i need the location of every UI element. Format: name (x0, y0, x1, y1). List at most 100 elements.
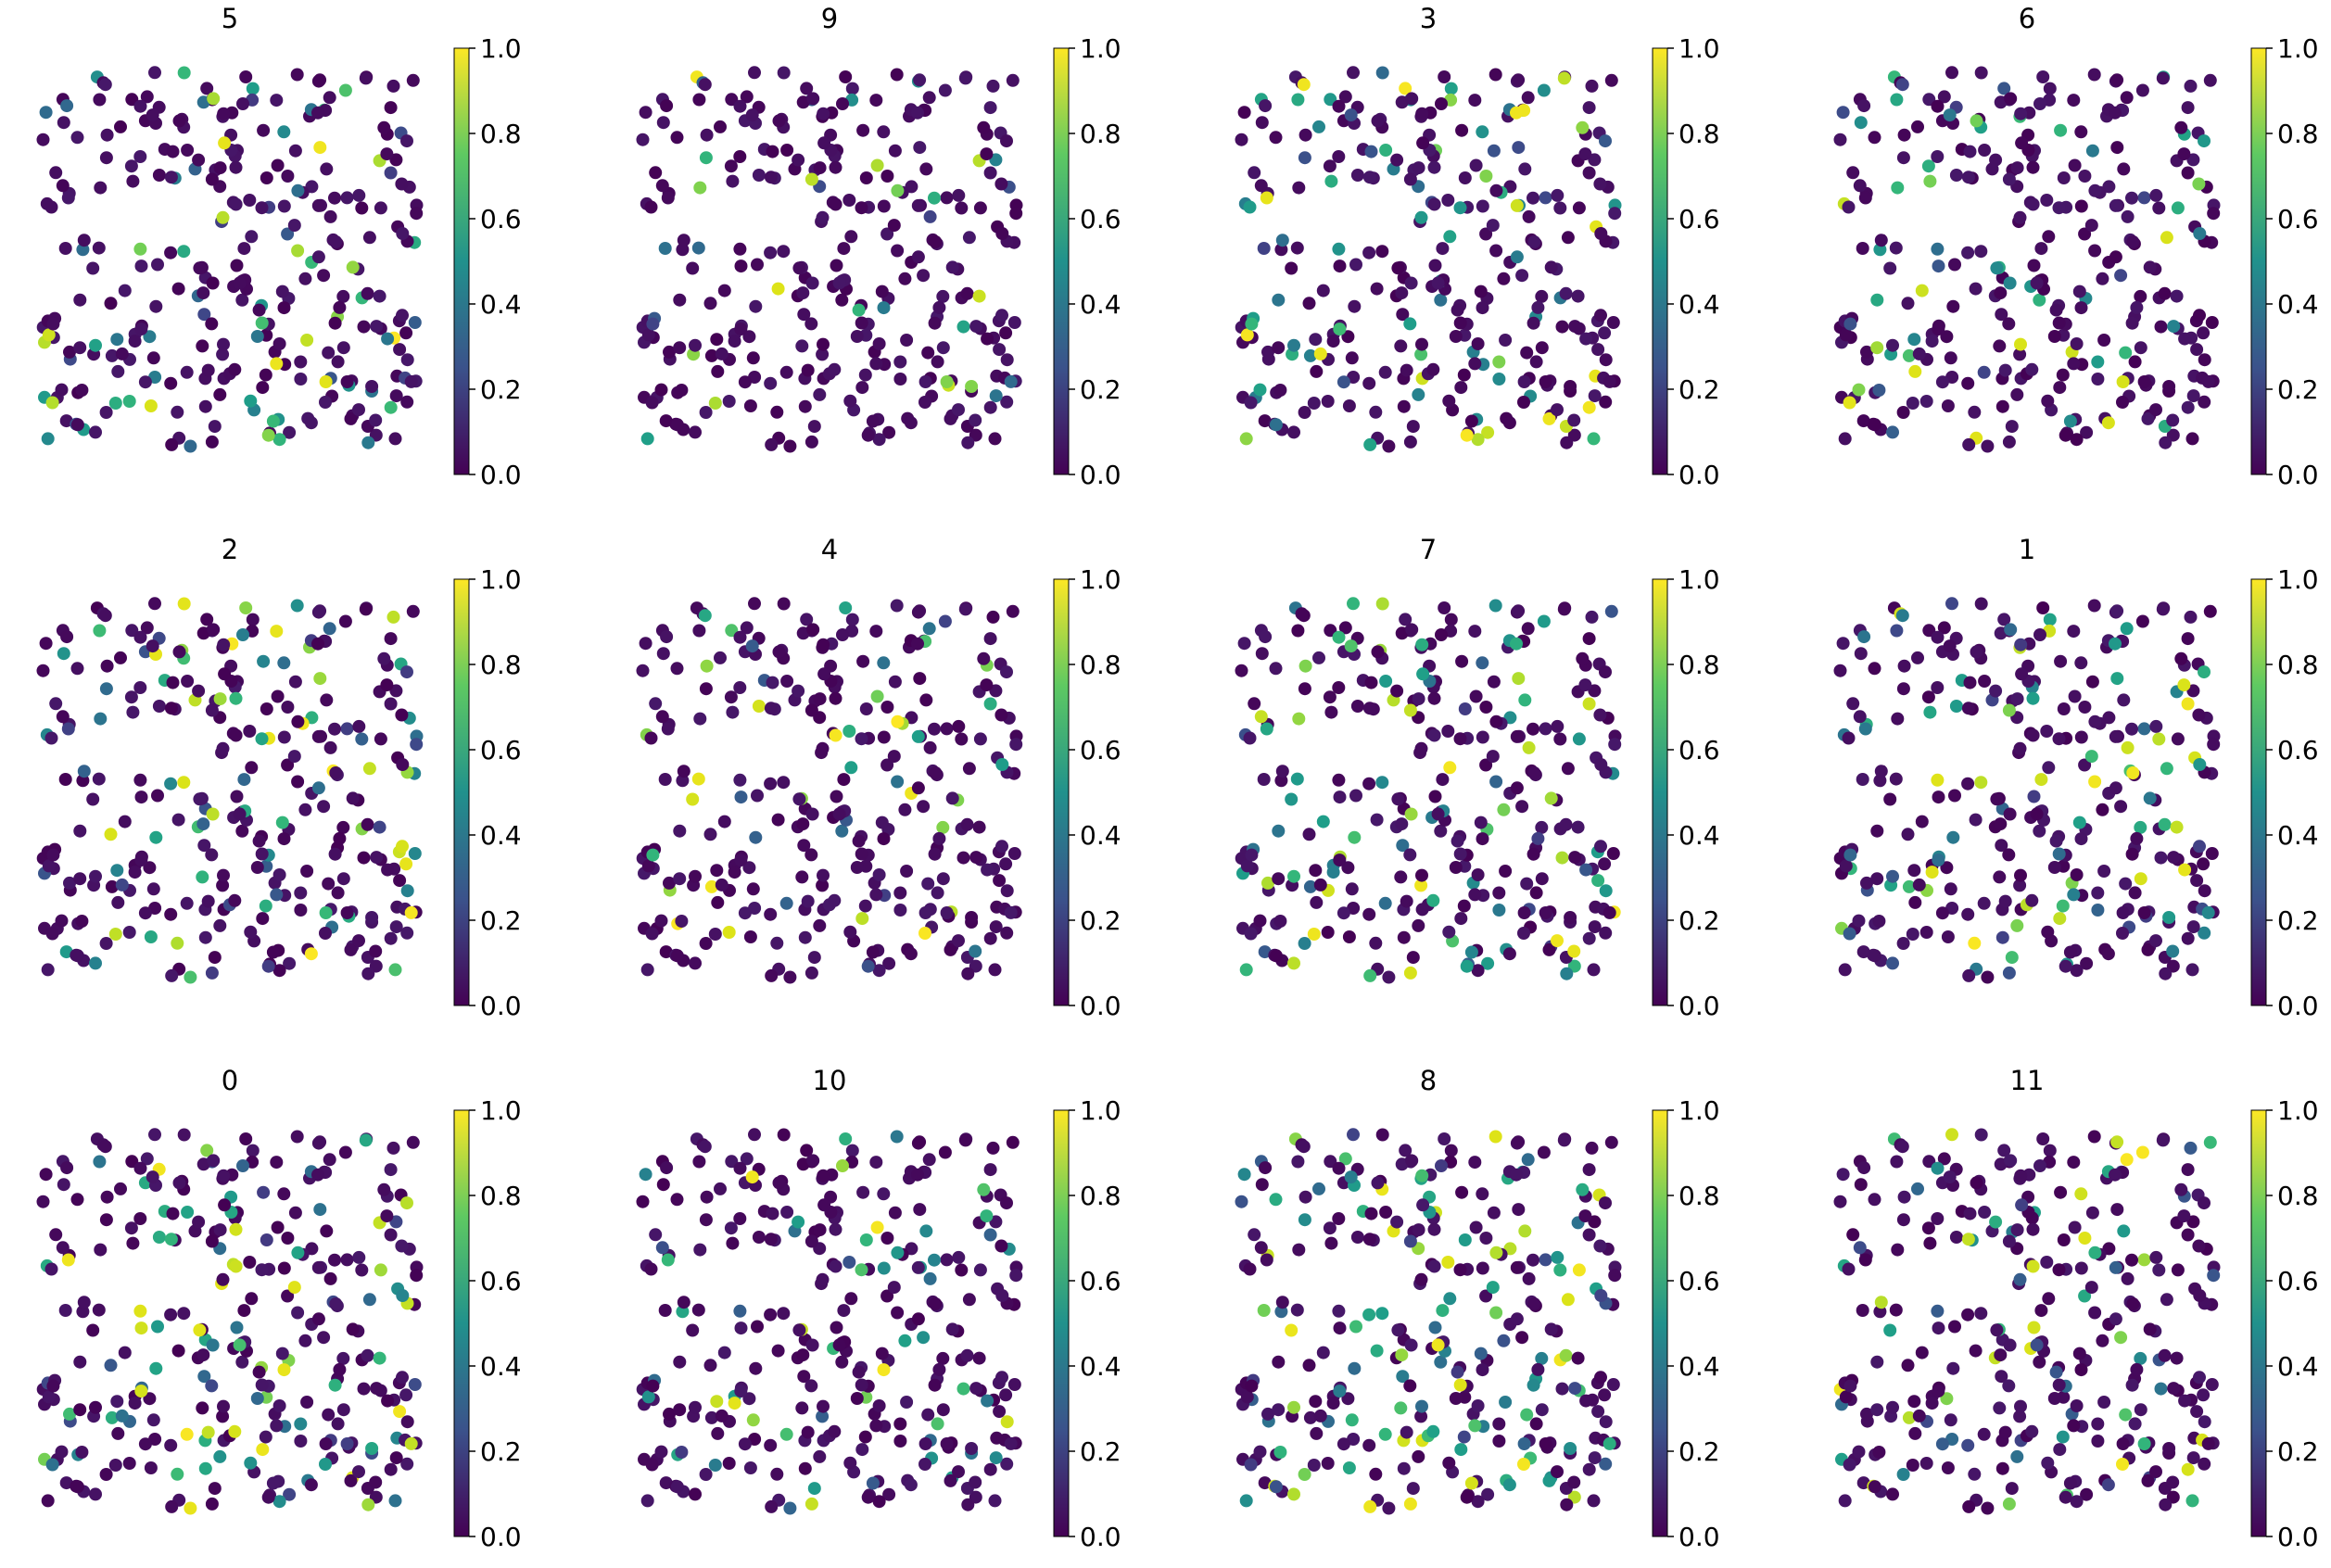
data-point (1527, 1253, 1539, 1267)
data-point (389, 1451, 403, 1465)
data-point (2159, 967, 2173, 980)
data-point (2027, 1321, 2041, 1334)
data-point (655, 179, 669, 193)
data-point (1906, 928, 1919, 941)
data-point (1539, 1253, 1552, 1267)
data-point (1901, 297, 1915, 310)
data-point (983, 1163, 997, 1177)
data-point (1510, 106, 1523, 120)
data-point (2063, 1476, 2077, 1490)
data-point (1009, 1269, 1023, 1283)
data-point (1838, 1494, 1852, 1508)
data-point (1345, 351, 1359, 365)
data-point (1345, 1413, 1359, 1427)
data-point (256, 1443, 270, 1457)
data-point (233, 276, 247, 290)
data-point (1414, 1272, 1428, 1286)
data-point (1395, 1348, 1409, 1362)
data-point (928, 847, 942, 861)
data-point (1582, 1228, 1596, 1242)
data-point (686, 261, 700, 275)
data-point (639, 1168, 652, 1182)
data-point (1921, 159, 1935, 173)
data-point (2088, 1306, 2102, 1320)
data-point (904, 1478, 918, 1492)
data-point (989, 1215, 1003, 1229)
data-point (1350, 1231, 1364, 1244)
data-point (2097, 865, 2111, 878)
data-point (1978, 675, 1992, 688)
colorbar-tick-label: 0.8 (2277, 119, 2319, 149)
data-point (918, 396, 931, 409)
data-point (1403, 1234, 1417, 1248)
data-point (936, 872, 950, 886)
data-point (692, 93, 706, 107)
data-point (708, 397, 722, 410)
data-point (2091, 1417, 2105, 1431)
data-point (798, 399, 812, 413)
data-point (2026, 1222, 2040, 1236)
data-point (828, 362, 842, 376)
data-point (1522, 1271, 1536, 1285)
data-point (1868, 662, 1881, 676)
data-point (777, 776, 791, 790)
data-point (1497, 1334, 1511, 1347)
data-point (373, 820, 386, 834)
data-point (1486, 750, 1500, 764)
data-point (1400, 1425, 1413, 1439)
colorbar-tick-label: 0.0 (2277, 1522, 2319, 1552)
data-point (134, 259, 148, 273)
data-point (396, 1289, 410, 1302)
data-point (944, 1473, 957, 1487)
data-point (1981, 439, 1995, 453)
data-point (331, 355, 345, 369)
data-point (111, 895, 125, 909)
data-point (804, 703, 818, 717)
data-point (2091, 1435, 2105, 1448)
data-point (835, 293, 849, 307)
colorbar-tick-label: 0.2 (1080, 1436, 1121, 1467)
data-point (1441, 194, 1455, 207)
data-point (918, 1458, 931, 1471)
colorbar-tick-label: 1.0 (480, 564, 522, 595)
data-point (400, 1415, 414, 1429)
data-point (2013, 1410, 2027, 1423)
data-point (673, 872, 687, 886)
data-point (859, 171, 873, 184)
data-point (1588, 153, 1602, 167)
data-point (1588, 920, 1602, 934)
data-point (1512, 672, 1526, 686)
data-point (1594, 309, 1607, 322)
data-point (911, 198, 925, 212)
data-point (1868, 949, 1881, 963)
data-point (1312, 651, 1325, 664)
data-point (271, 1220, 285, 1234)
data-point (1362, 246, 1376, 259)
data-point (1007, 847, 1021, 860)
data-point (1237, 106, 1251, 120)
data-point (149, 299, 163, 313)
scatter-panel-4: 40.00.20.40.60.81.0 (636, 534, 1121, 1021)
data-point (1378, 1427, 1392, 1441)
data-point (1852, 383, 1866, 397)
data-point (989, 389, 1003, 403)
data-point (2198, 1415, 2211, 1429)
data-point (124, 690, 138, 704)
data-point (1582, 632, 1596, 646)
data-point (77, 765, 91, 778)
data-point (1571, 289, 1585, 303)
data-point (144, 930, 158, 943)
colorbar-tick-label: 0.2 (480, 374, 522, 405)
data-point (384, 697, 398, 711)
data-point (1995, 308, 2008, 322)
data-point (1292, 712, 1306, 726)
data-point (792, 792, 806, 806)
data-point (1375, 245, 1389, 259)
data-point (675, 915, 689, 928)
data-point (1891, 181, 1905, 195)
data-point (2120, 91, 2134, 105)
data-point (165, 1499, 179, 1513)
data-point (783, 439, 797, 453)
data-point (1404, 276, 1418, 290)
data-point (1362, 1308, 1376, 1321)
